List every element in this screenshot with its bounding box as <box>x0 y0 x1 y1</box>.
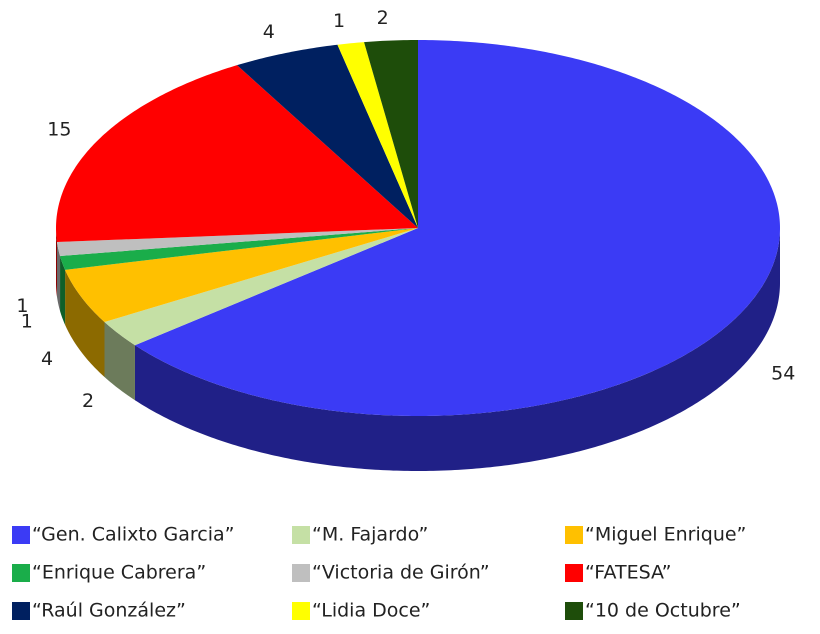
data-label: 2 <box>82 390 94 412</box>
pie-slice <box>56 65 419 243</box>
pie-slice-side <box>134 228 781 471</box>
pie-slice <box>364 40 418 228</box>
legend: “Gen. Calixto Garcia” “M. Fajardo” “Miguel… <box>12 524 746 622</box>
pie-slice <box>65 228 418 322</box>
legend-swatch <box>565 526 583 544</box>
legend-label: “Gen. Calixto Garcia” <box>32 524 235 546</box>
legend-swatch <box>12 602 30 620</box>
data-label: 1 <box>21 311 33 333</box>
data-label: 2 <box>377 7 389 29</box>
pie-slice <box>57 228 418 257</box>
data-label: 15 <box>47 118 71 140</box>
data-label: 1 <box>333 10 345 32</box>
pie-slice-side <box>104 322 135 401</box>
pie-slice-side <box>65 269 105 377</box>
pie-tops <box>56 40 780 416</box>
legend-label: “Lidia Doce” <box>312 600 430 622</box>
pie-slice-side <box>57 242 61 312</box>
pie-slice-side <box>56 228 58 298</box>
legend-label: “10 de Octubre” <box>585 600 741 622</box>
pie-slice <box>134 40 780 416</box>
legend-swatch <box>12 564 30 582</box>
pie-slice-side <box>60 256 66 325</box>
pie-slice <box>337 42 418 228</box>
legend-label: “Enrique Cabrera” <box>32 562 206 584</box>
legend-swatch <box>565 602 583 620</box>
legend-swatch <box>12 526 30 544</box>
data-label: 4 <box>41 348 53 370</box>
pie-slice <box>237 44 418 228</box>
pie-slice <box>60 228 418 270</box>
legend-swatch <box>565 564 583 582</box>
pie-slice <box>104 228 418 346</box>
legend-label: “Victoria de Girón” <box>312 562 490 584</box>
data-label: 4 <box>263 21 275 43</box>
legend-label: “Raúl González” <box>32 600 186 622</box>
pie-sides <box>56 228 781 471</box>
legend-label: “Miguel Enrique” <box>585 524 746 546</box>
legend-swatch <box>292 564 310 582</box>
data-label: 1 <box>16 295 28 317</box>
legend-swatch <box>292 526 310 544</box>
legend-swatch <box>292 602 310 620</box>
data-label: 54 <box>771 363 795 385</box>
legend-label: “M. Fajardo” <box>312 524 428 546</box>
legend-label: “FATESA” <box>585 562 671 584</box>
